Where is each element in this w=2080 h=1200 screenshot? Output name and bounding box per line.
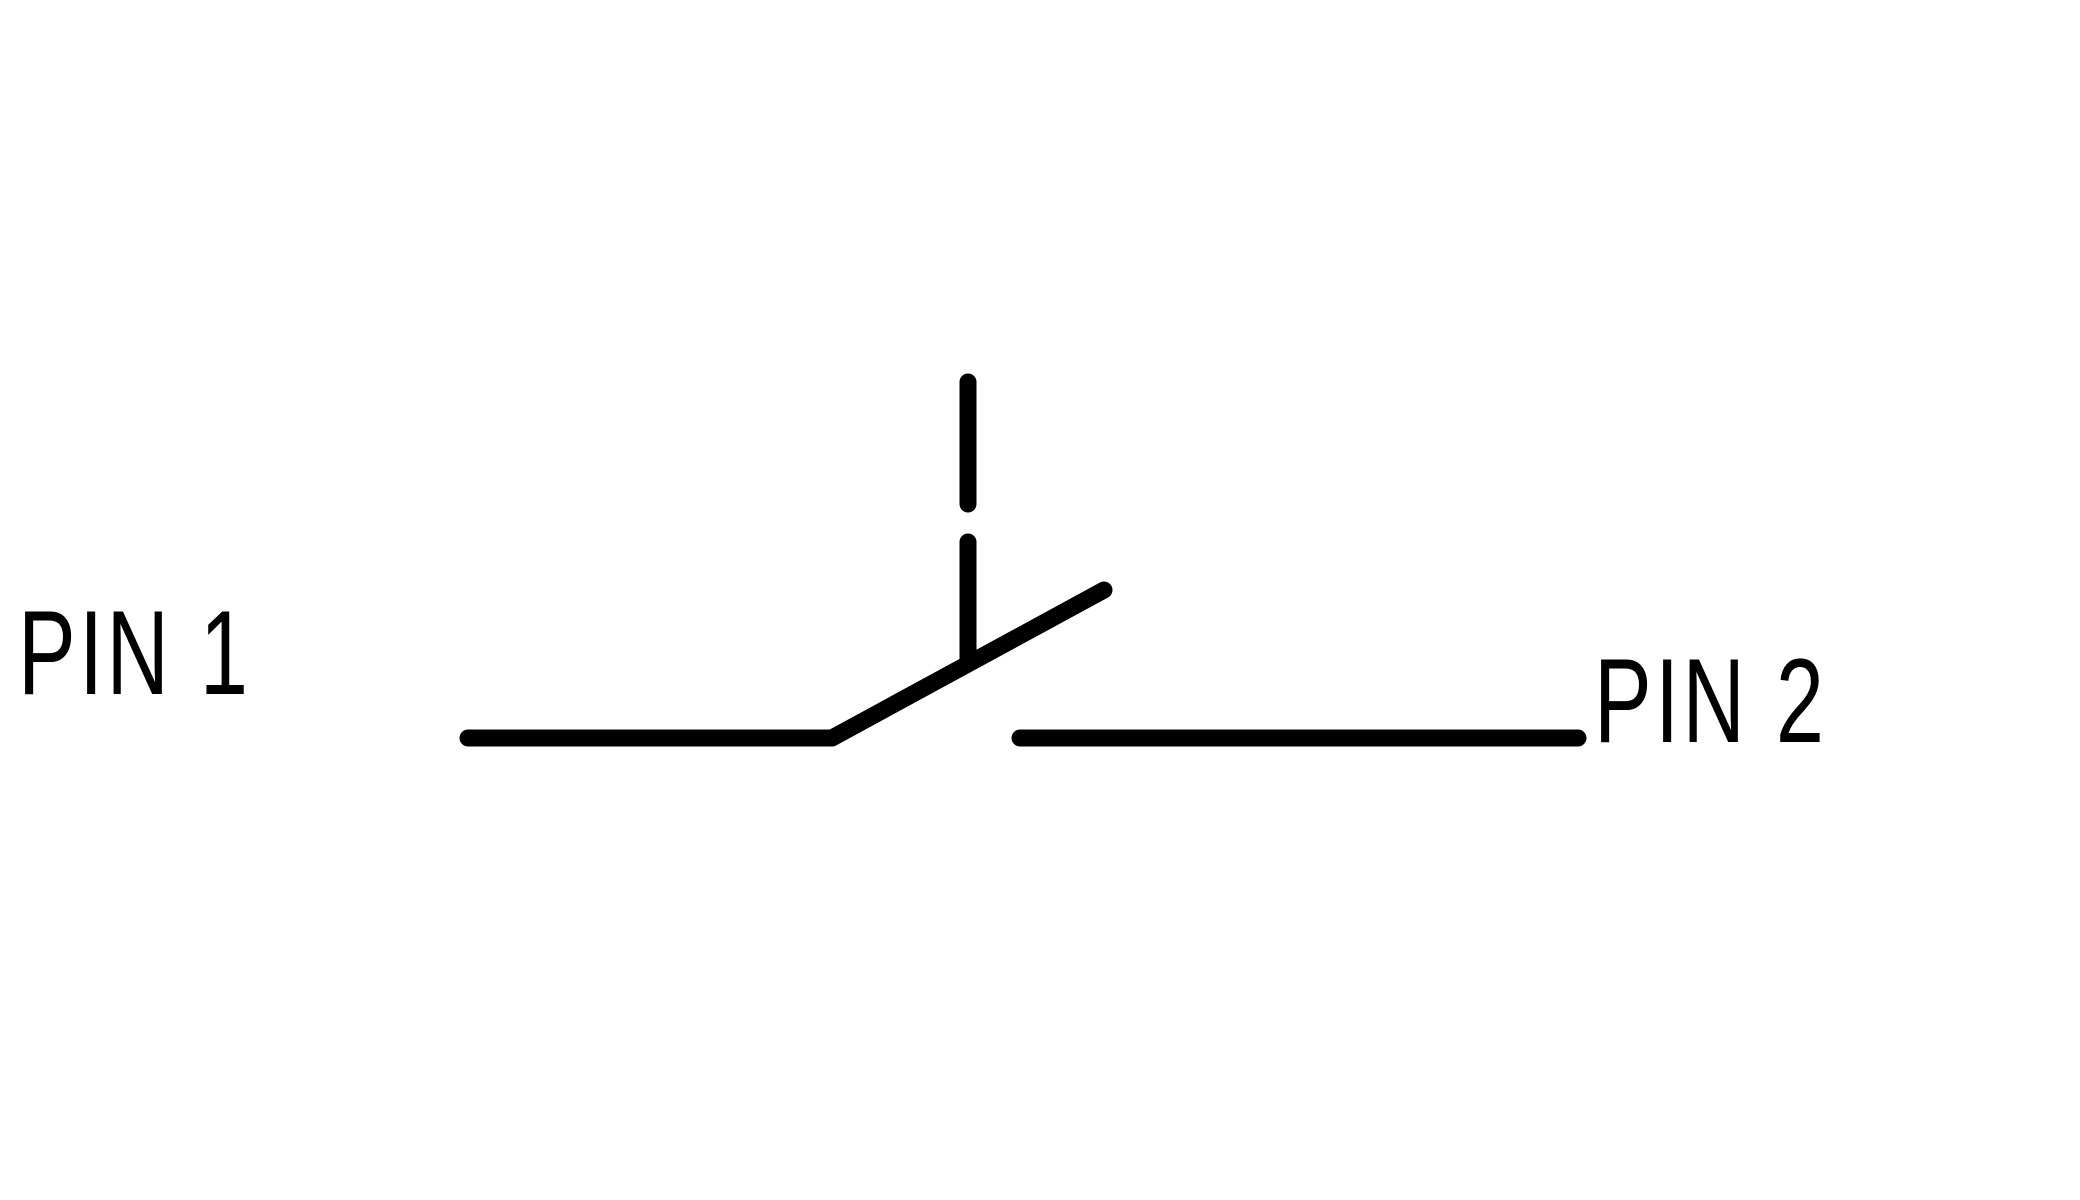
pin-1-label: PIN 1 (18, 584, 251, 722)
schematic-canvas: PIN 1 PIN 2 (0, 0, 2080, 1200)
switch-schematic-svg (0, 0, 2080, 1200)
pin-2-label: PIN 2 (1594, 632, 1827, 770)
